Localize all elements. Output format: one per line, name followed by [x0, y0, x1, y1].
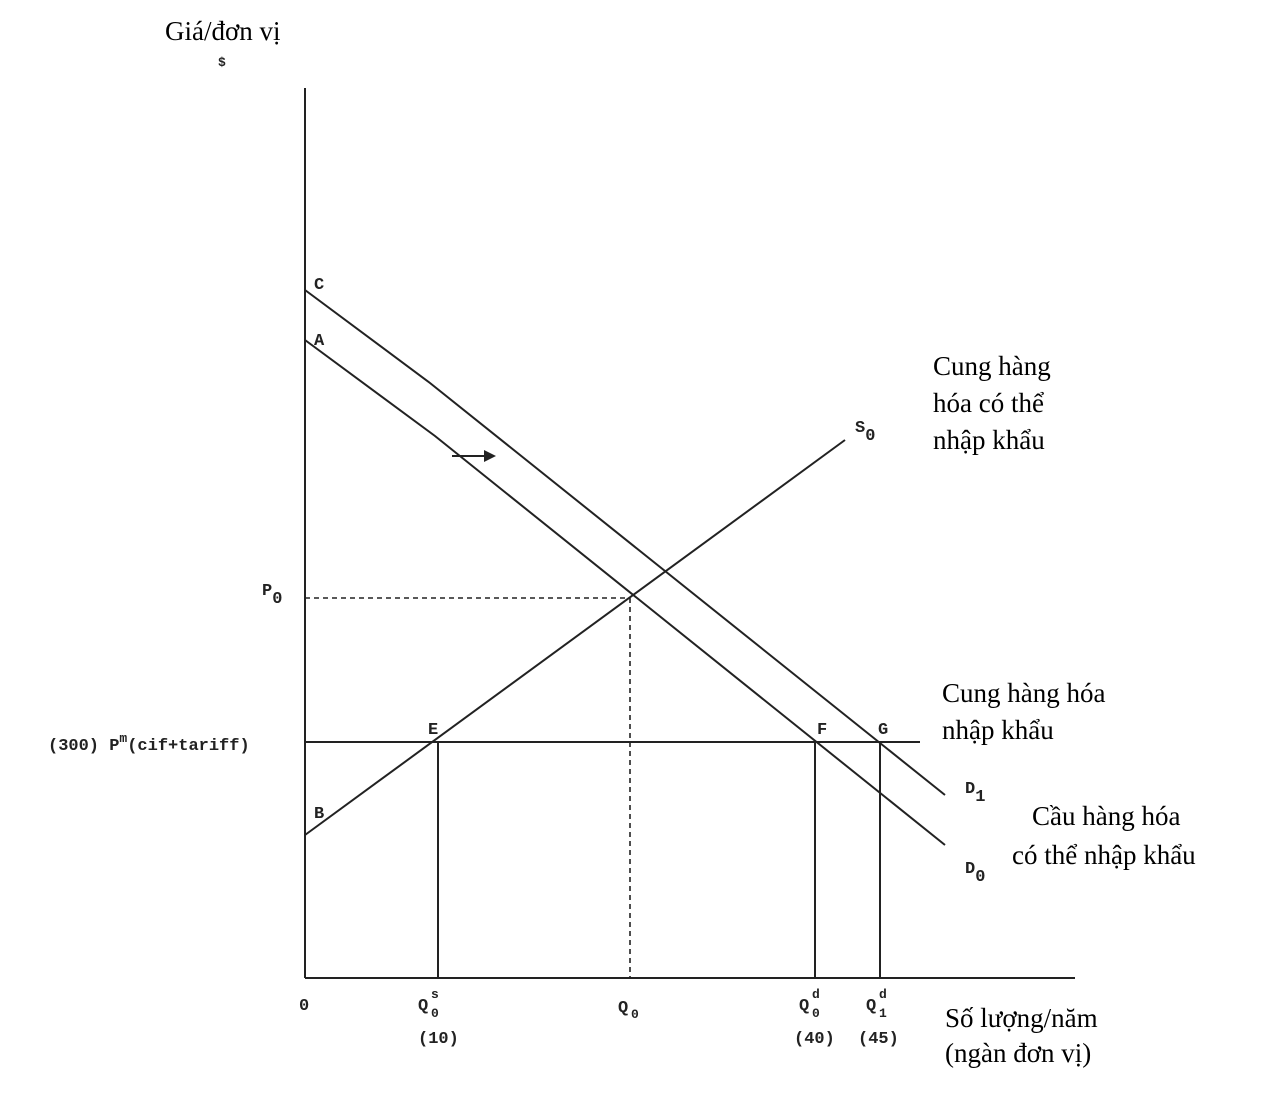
x-label: (ngàn đơn vị): [945, 1038, 1091, 1068]
annotation: có thể nhập khẩu: [1012, 840, 1196, 870]
q-sub: 0: [631, 1007, 639, 1022]
q-sup: d: [812, 987, 820, 1002]
curve-main: D: [965, 860, 975, 879]
q-value: (40): [794, 1030, 835, 1049]
annotation: Cung hàng: [933, 351, 1051, 381]
x-label: Số lượng/năm: [945, 1003, 1098, 1033]
price-suffix: (cif+tariff): [127, 737, 249, 756]
demand-d0: [304, 339, 946, 846]
annotation: nhập khẩu: [942, 715, 1054, 745]
annotation: Cung hàng hóa: [942, 678, 1105, 708]
q-sub: 0: [812, 1006, 820, 1021]
annotation: hóa có thể: [933, 388, 1044, 418]
q-value: (45): [858, 1030, 899, 1049]
q-sub: 0: [431, 1006, 439, 1021]
point-label: F: [817, 721, 827, 740]
point-label: A: [314, 332, 325, 351]
origin-label: 0: [299, 997, 309, 1016]
y-unit: $: [218, 55, 226, 70]
point-label: C: [314, 276, 324, 295]
curve-sub: 0: [865, 427, 875, 446]
price-prefix: (300) P: [48, 737, 119, 756]
annotation: Cầu hàng hóa: [1032, 801, 1180, 831]
demand-d1: [304, 289, 946, 796]
curve-label: S0: [855, 419, 875, 446]
price-sub: 0: [272, 590, 282, 609]
annotation: nhập khẩu: [933, 425, 1045, 455]
curve-main: S: [855, 419, 865, 438]
supply-s0: [304, 439, 846, 836]
price-main: P: [262, 582, 272, 601]
curve-sub: 1: [975, 788, 985, 807]
q-sup: d: [879, 987, 887, 1002]
y-label: Giá/đơn vị: [165, 16, 281, 46]
price-label: P0: [262, 582, 282, 609]
q-main: Q: [866, 997, 876, 1016]
shift-arrow-head: [484, 450, 496, 462]
price-sup: m: [119, 731, 127, 746]
curve-sub: 0: [975, 868, 985, 887]
point-label: E: [428, 721, 438, 740]
curve-label: D1: [965, 780, 985, 807]
point-label: G: [878, 721, 888, 740]
q-main: Q: [799, 997, 809, 1016]
curve-main: D: [965, 780, 975, 799]
q-main: Q: [418, 997, 428, 1016]
curve-label: D0: [965, 860, 985, 887]
q-main: Q: [618, 999, 628, 1018]
q-sub: 1: [879, 1006, 887, 1021]
world-price-label: (300) Pm(cif+tariff): [48, 731, 250, 756]
q-value: (10): [418, 1030, 459, 1049]
q-sup: s: [431, 987, 439, 1002]
point-label: B: [314, 805, 324, 824]
